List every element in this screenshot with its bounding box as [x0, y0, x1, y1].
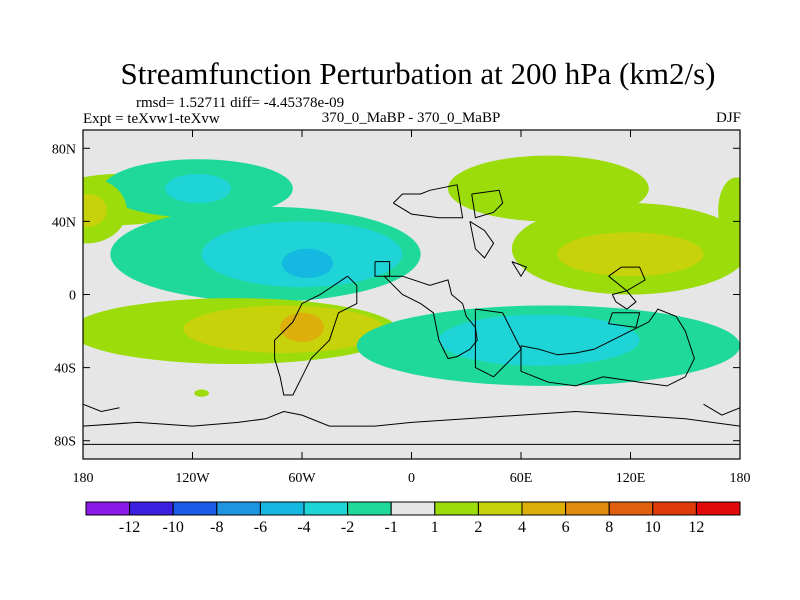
- x-tick-label-5: 120E: [616, 471, 646, 486]
- colorbar-label-1: -10: [163, 519, 184, 536]
- colorbar-swatch-10: [521, 501, 567, 516]
- colorbar-swatch-3: [216, 501, 261, 516]
- plot-area: [82, 129, 741, 460]
- coastline-4: [474, 308, 522, 378]
- colorbar-swatch-7: [390, 501, 436, 516]
- colorbar-label-12: 10: [645, 519, 661, 536]
- coastline-14: [703, 403, 740, 416]
- colorbar-swatch-5: [303, 501, 349, 516]
- x-tick-label-2: 60W: [288, 471, 316, 486]
- y-tick-label-4: 80S: [54, 435, 76, 450]
- coastline-7: [607, 312, 641, 328]
- colorbar-swatch-8: [434, 501, 479, 516]
- colorbar-swatch-14: [695, 501, 741, 516]
- stats-label: rmsd= 1.52711 diff= -4.45378e-09: [136, 95, 344, 111]
- colorbar-label-7: 1: [431, 519, 439, 536]
- colorbar-label-2: -8: [210, 519, 223, 536]
- anomaly-region-11: [83, 193, 107, 227]
- colorbar-swatch-0: [85, 501, 131, 516]
- x-tick-label-4: 60E: [510, 471, 533, 486]
- colorbar-label-5: -2: [341, 519, 354, 536]
- y-tick-label-3: 40S: [54, 362, 76, 377]
- coastline-2: [374, 261, 391, 277]
- coastline-5: [520, 308, 695, 387]
- case-label: 370_0_MaBP - 370_0_MaBP: [322, 110, 501, 126]
- y-tick-label-0: 80N: [52, 142, 76, 157]
- colorbar-label-0: -12: [119, 519, 140, 536]
- x-tick-label-6: 180: [730, 471, 751, 486]
- colorbar-label-13: 12: [688, 519, 704, 536]
- coastline-9: [469, 220, 495, 259]
- colorbar-label-8: 2: [474, 519, 482, 536]
- x-tick-label-3: 0: [408, 471, 415, 486]
- coastline-10: [608, 266, 646, 292]
- x-tick-label-1: 120W: [175, 471, 210, 486]
- colorbar-label-11: 8: [605, 519, 613, 536]
- colorbar-swatch-4: [259, 501, 305, 516]
- colorbar-swatch-2: [172, 501, 218, 516]
- colorbar-swatch-11: [565, 501, 610, 516]
- coastline-3: [274, 275, 358, 396]
- colorbar-swatch-12: [608, 501, 654, 516]
- colorbar-label-4: -4: [297, 519, 310, 536]
- colorbar-swatch-9: [477, 501, 523, 516]
- coastline-8: [471, 189, 504, 219]
- anomaly-region-8: [280, 312, 324, 343]
- x-tick-label-0: 180: [73, 471, 94, 486]
- anomaly-region-17: [438, 314, 640, 366]
- coastline-0: [392, 184, 464, 219]
- coastline-1: [383, 275, 478, 360]
- anomaly-region-18: [484, 369, 496, 377]
- coastline-6: [611, 290, 637, 310]
- coastline-layer: [83, 184, 740, 445]
- colorbar-label-3: -6: [254, 519, 267, 536]
- anomaly-region-9: [194, 389, 209, 397]
- season-label: DJF: [716, 110, 741, 126]
- experiment-label: Expt = teXvw1-teXvw: [83, 111, 220, 127]
- coastline-11: [511, 261, 528, 278]
- colorbar-label-9: 4: [518, 519, 526, 536]
- coastline-12: [83, 410, 740, 427]
- colorbar-swatch-13: [652, 501, 697, 516]
- colorbar-label-6: -1: [385, 519, 398, 536]
- anomaly-region-5: [281, 248, 334, 279]
- colorbar: -12 -10 -8 -6 -4 -2 -1 1 2 4 6 8 10 12: [85, 501, 741, 536]
- y-tick-label-1: 40N: [52, 215, 76, 230]
- x-axis: 180 120W 60W 0 60E 120E 180: [73, 130, 751, 486]
- colorbar-swatch-1: [129, 501, 174, 516]
- anomaly-fill-layer: [83, 155, 740, 397]
- coastline-15: [83, 403, 120, 413]
- y-tick-label-2: 0: [69, 289, 76, 304]
- colorbar-swatch-6: [347, 501, 392, 516]
- y-axis: 80N 40N 0 40S 80S: [52, 142, 740, 450]
- anomaly-region-15: [557, 232, 704, 277]
- chart-title: Streamfunction Perturbation at 200 hPa (…: [121, 56, 716, 91]
- anomaly-region-2: [165, 173, 231, 204]
- colorbar-label-10: 6: [562, 519, 570, 536]
